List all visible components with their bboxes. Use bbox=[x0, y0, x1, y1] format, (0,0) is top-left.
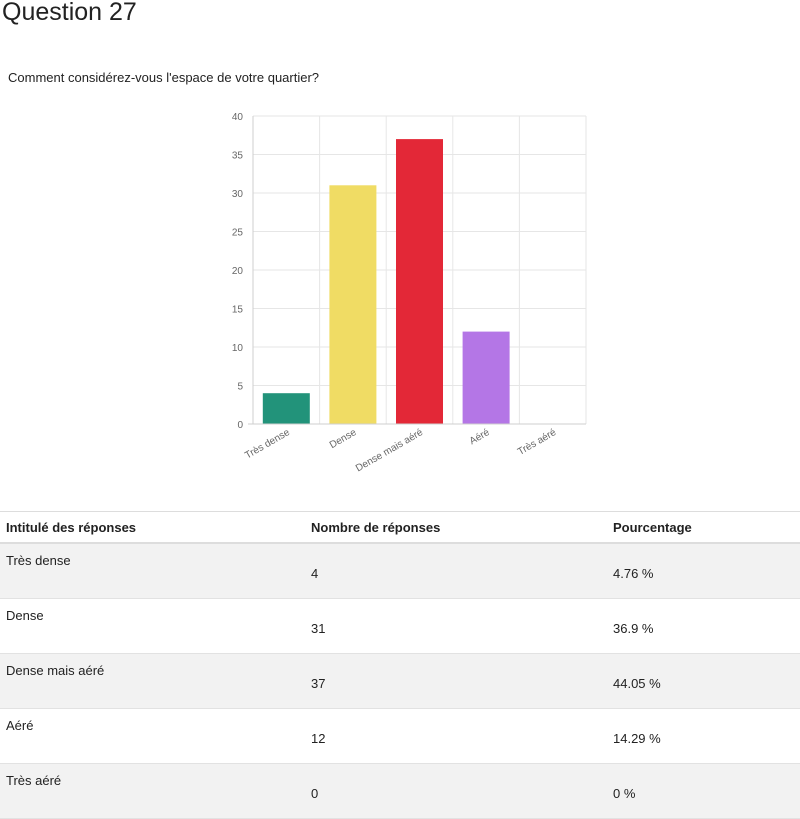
y-tick-label: 30 bbox=[232, 189, 244, 200]
row-count: 31 bbox=[305, 598, 607, 654]
bar bbox=[396, 139, 443, 424]
row-percent: 36.9 % bbox=[607, 598, 800, 654]
row-count: 0 bbox=[305, 763, 607, 819]
header-label: Intitulé des réponses bbox=[0, 511, 305, 544]
y-tick-label: 25 bbox=[232, 228, 244, 239]
x-tick-label: Dense bbox=[328, 427, 359, 451]
row-label: Dense mais aéré bbox=[0, 653, 305, 709]
chart-axes bbox=[248, 116, 586, 425]
table-row: Dense mais aéré 37 44.05 % bbox=[0, 653, 800, 709]
header-percent: Pourcentage bbox=[607, 511, 800, 544]
x-tick-label: Très aéré bbox=[516, 427, 559, 458]
page-title: Question 27 bbox=[2, 0, 137, 26]
y-tick-label: 15 bbox=[232, 305, 244, 316]
row-count: 37 bbox=[305, 653, 607, 709]
row-count: 12 bbox=[305, 708, 607, 764]
row-label: Dense bbox=[0, 598, 305, 654]
row-percent: 14.29 % bbox=[607, 708, 800, 764]
y-tick-label: 40 bbox=[232, 112, 244, 123]
row-percent: 4.76 % bbox=[607, 543, 800, 599]
y-tick-label: 5 bbox=[237, 382, 243, 393]
results-table: Intitulé des réponses Nombre de réponses… bbox=[0, 511, 800, 819]
x-tick-label: Très dense bbox=[243, 427, 292, 462]
table-header-row: Intitulé des réponses Nombre de réponses… bbox=[0, 511, 800, 544]
row-label: Très aéré bbox=[0, 763, 305, 819]
chart-bars bbox=[262, 139, 510, 424]
y-tick-label: 10 bbox=[232, 343, 244, 354]
x-tick-label: Aéré bbox=[468, 427, 492, 447]
bar bbox=[329, 185, 377, 424]
y-tick-label: 35 bbox=[232, 151, 244, 162]
x-tick-label: Dense mais aéré bbox=[354, 427, 425, 475]
table-row: Très dense 4 4.76 % bbox=[0, 543, 800, 599]
table-row: Dense 31 36.9 % bbox=[0, 598, 800, 654]
question-text: Comment considérez-vous l'espace de votr… bbox=[8, 70, 320, 85]
table-row: Aéré 12 14.29 % bbox=[0, 708, 800, 764]
row-count: 4 bbox=[305, 543, 607, 599]
bar bbox=[262, 393, 310, 424]
row-label: Très dense bbox=[0, 543, 305, 599]
row-percent: 0 % bbox=[607, 763, 800, 819]
header-count: Nombre de réponses bbox=[305, 511, 607, 544]
y-tick-label: 20 bbox=[232, 266, 244, 277]
row-percent: 44.05 % bbox=[607, 653, 800, 709]
y-tick-label: 0 bbox=[237, 420, 243, 431]
row-label: Aéré bbox=[0, 708, 305, 764]
table-row: Très aéré 0 0 % bbox=[0, 763, 800, 819]
bar bbox=[462, 331, 510, 424]
